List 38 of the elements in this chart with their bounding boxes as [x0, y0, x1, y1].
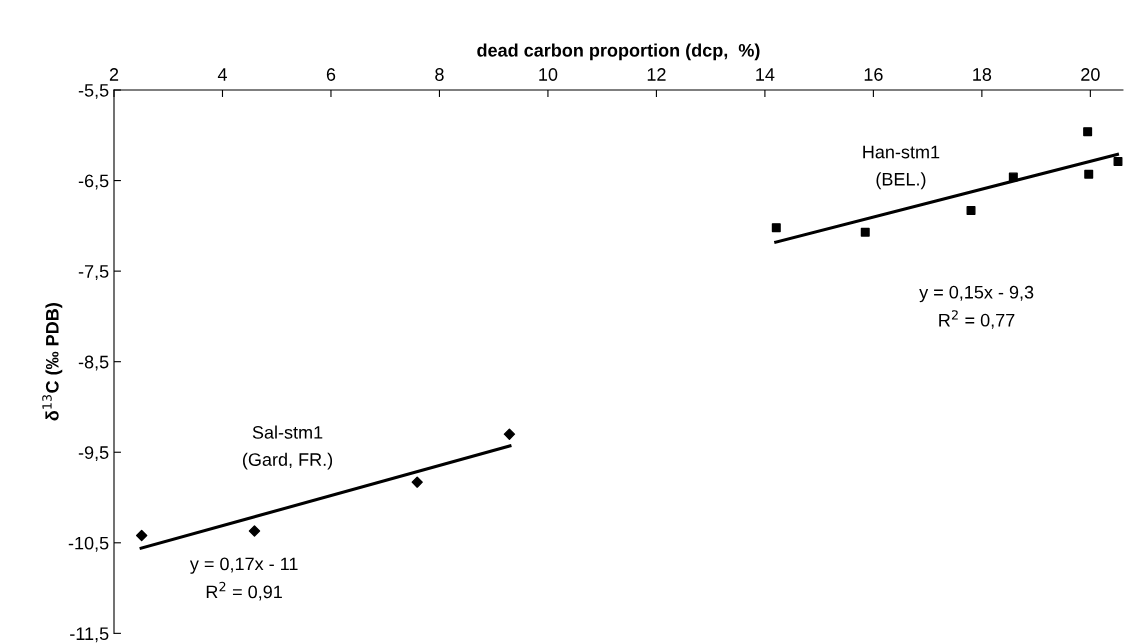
x-axis-title: dead carbon proportion (dcp, %) — [477, 43, 760, 61]
y-tick-label: -8,5 — [78, 355, 109, 371]
annotation: y = 0,15x - 9,3 — [919, 285, 1034, 303]
annotation: Sal-stm1 — [252, 425, 323, 439]
point — [503, 428, 516, 440]
annotation: Han-stm1 — [863, 145, 940, 159]
x-tick-label: 6 — [326, 68, 336, 81]
annotation: R$^{2}$ = 0,91 — [206, 581, 282, 601]
point — [1084, 169, 1094, 179]
x-tick-label: 14 — [756, 68, 775, 81]
annotation: R$^{2}$ = 0,77 — [939, 310, 1015, 329]
point — [411, 476, 423, 488]
x-tick-label: 18 — [973, 68, 992, 81]
y-tick-label: -5,5 — [78, 84, 109, 99]
x-tick-label: 8 — [435, 68, 444, 81]
annotation: (BEL.) — [876, 172, 926, 190]
y-tick-label: -9,5 — [78, 446, 109, 462]
point — [1113, 157, 1123, 167]
x-tick-label: 12 — [647, 68, 666, 81]
x-tick-label: 10 — [539, 68, 558, 81]
x-tick-label: 20 — [1081, 68, 1100, 81]
x-tick-label: 16 — [864, 68, 883, 81]
y-tick-label: -6,5 — [78, 174, 109, 190]
point — [135, 529, 148, 542]
point — [860, 227, 870, 237]
point — [1008, 172, 1018, 182]
x-tick-label: 2 — [109, 68, 119, 81]
y-tick-label: -11,5 — [70, 627, 109, 643]
x-tick-label: 4 — [217, 68, 227, 81]
point — [966, 205, 976, 215]
y-axis-title: δ$^{13}$C (‰ PDB) — [42, 303, 63, 421]
annotation: (Gard, FR.) — [243, 452, 333, 470]
y-tick-label: -10,5 — [68, 536, 109, 552]
y-tick-label: -7,5 — [78, 265, 109, 280]
point — [771, 223, 781, 233]
annotation: y = 0,17x - 11 — [189, 557, 298, 574]
point — [1083, 127, 1093, 137]
point — [248, 525, 261, 537]
